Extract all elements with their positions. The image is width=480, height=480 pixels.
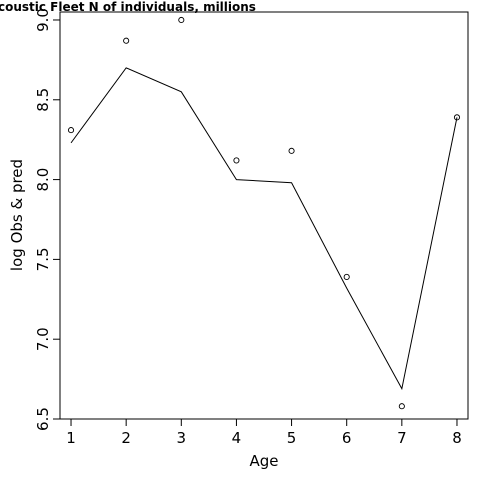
plot-marks — [67, 16, 461, 410]
observed-point — [233, 157, 240, 164]
y-tick-label: 9.0 — [34, 8, 52, 32]
y-tick-label: 8.0 — [34, 168, 52, 192]
y-tick-label: 7.5 — [34, 247, 52, 271]
x-tick-label: 7 — [397, 429, 407, 447]
x-axis-label: Age — [249, 452, 278, 470]
observed-point — [398, 403, 405, 410]
observed-point — [453, 114, 461, 121]
x-tick-label: 6 — [342, 429, 352, 447]
plot-frame — [59, 11, 469, 420]
observed-point — [178, 16, 185, 24]
x-tick-label: 8 — [452, 429, 462, 447]
observed-point — [123, 37, 130, 44]
observed-point — [343, 273, 350, 280]
y-tick-label: 6.5 — [34, 407, 52, 431]
x-tick-label: 3 — [177, 429, 187, 447]
observed-point — [288, 147, 295, 154]
y-tick-label: 7.0 — [34, 327, 52, 351]
y-axis-label: log Obs & pred — [8, 159, 26, 271]
y-axis: 6.5 7.0 7.5 8.0 8.5 9.0 — [34, 8, 60, 431]
predicted-line — [70, 67, 458, 391]
x-axis: 1 2 3 4 5 6 7 8 — [66, 419, 462, 447]
x-tick-label: 2 — [121, 429, 131, 447]
y-tick-label: 8.5 — [34, 88, 52, 112]
x-tick-label: 5 — [287, 429, 297, 447]
x-tick-label: 1 — [66, 429, 76, 447]
chart-title: coustic Fleet N of individuals, millions — [0, 0, 256, 14]
x-tick-label: 4 — [232, 429, 242, 447]
observed-point — [67, 127, 75, 134]
